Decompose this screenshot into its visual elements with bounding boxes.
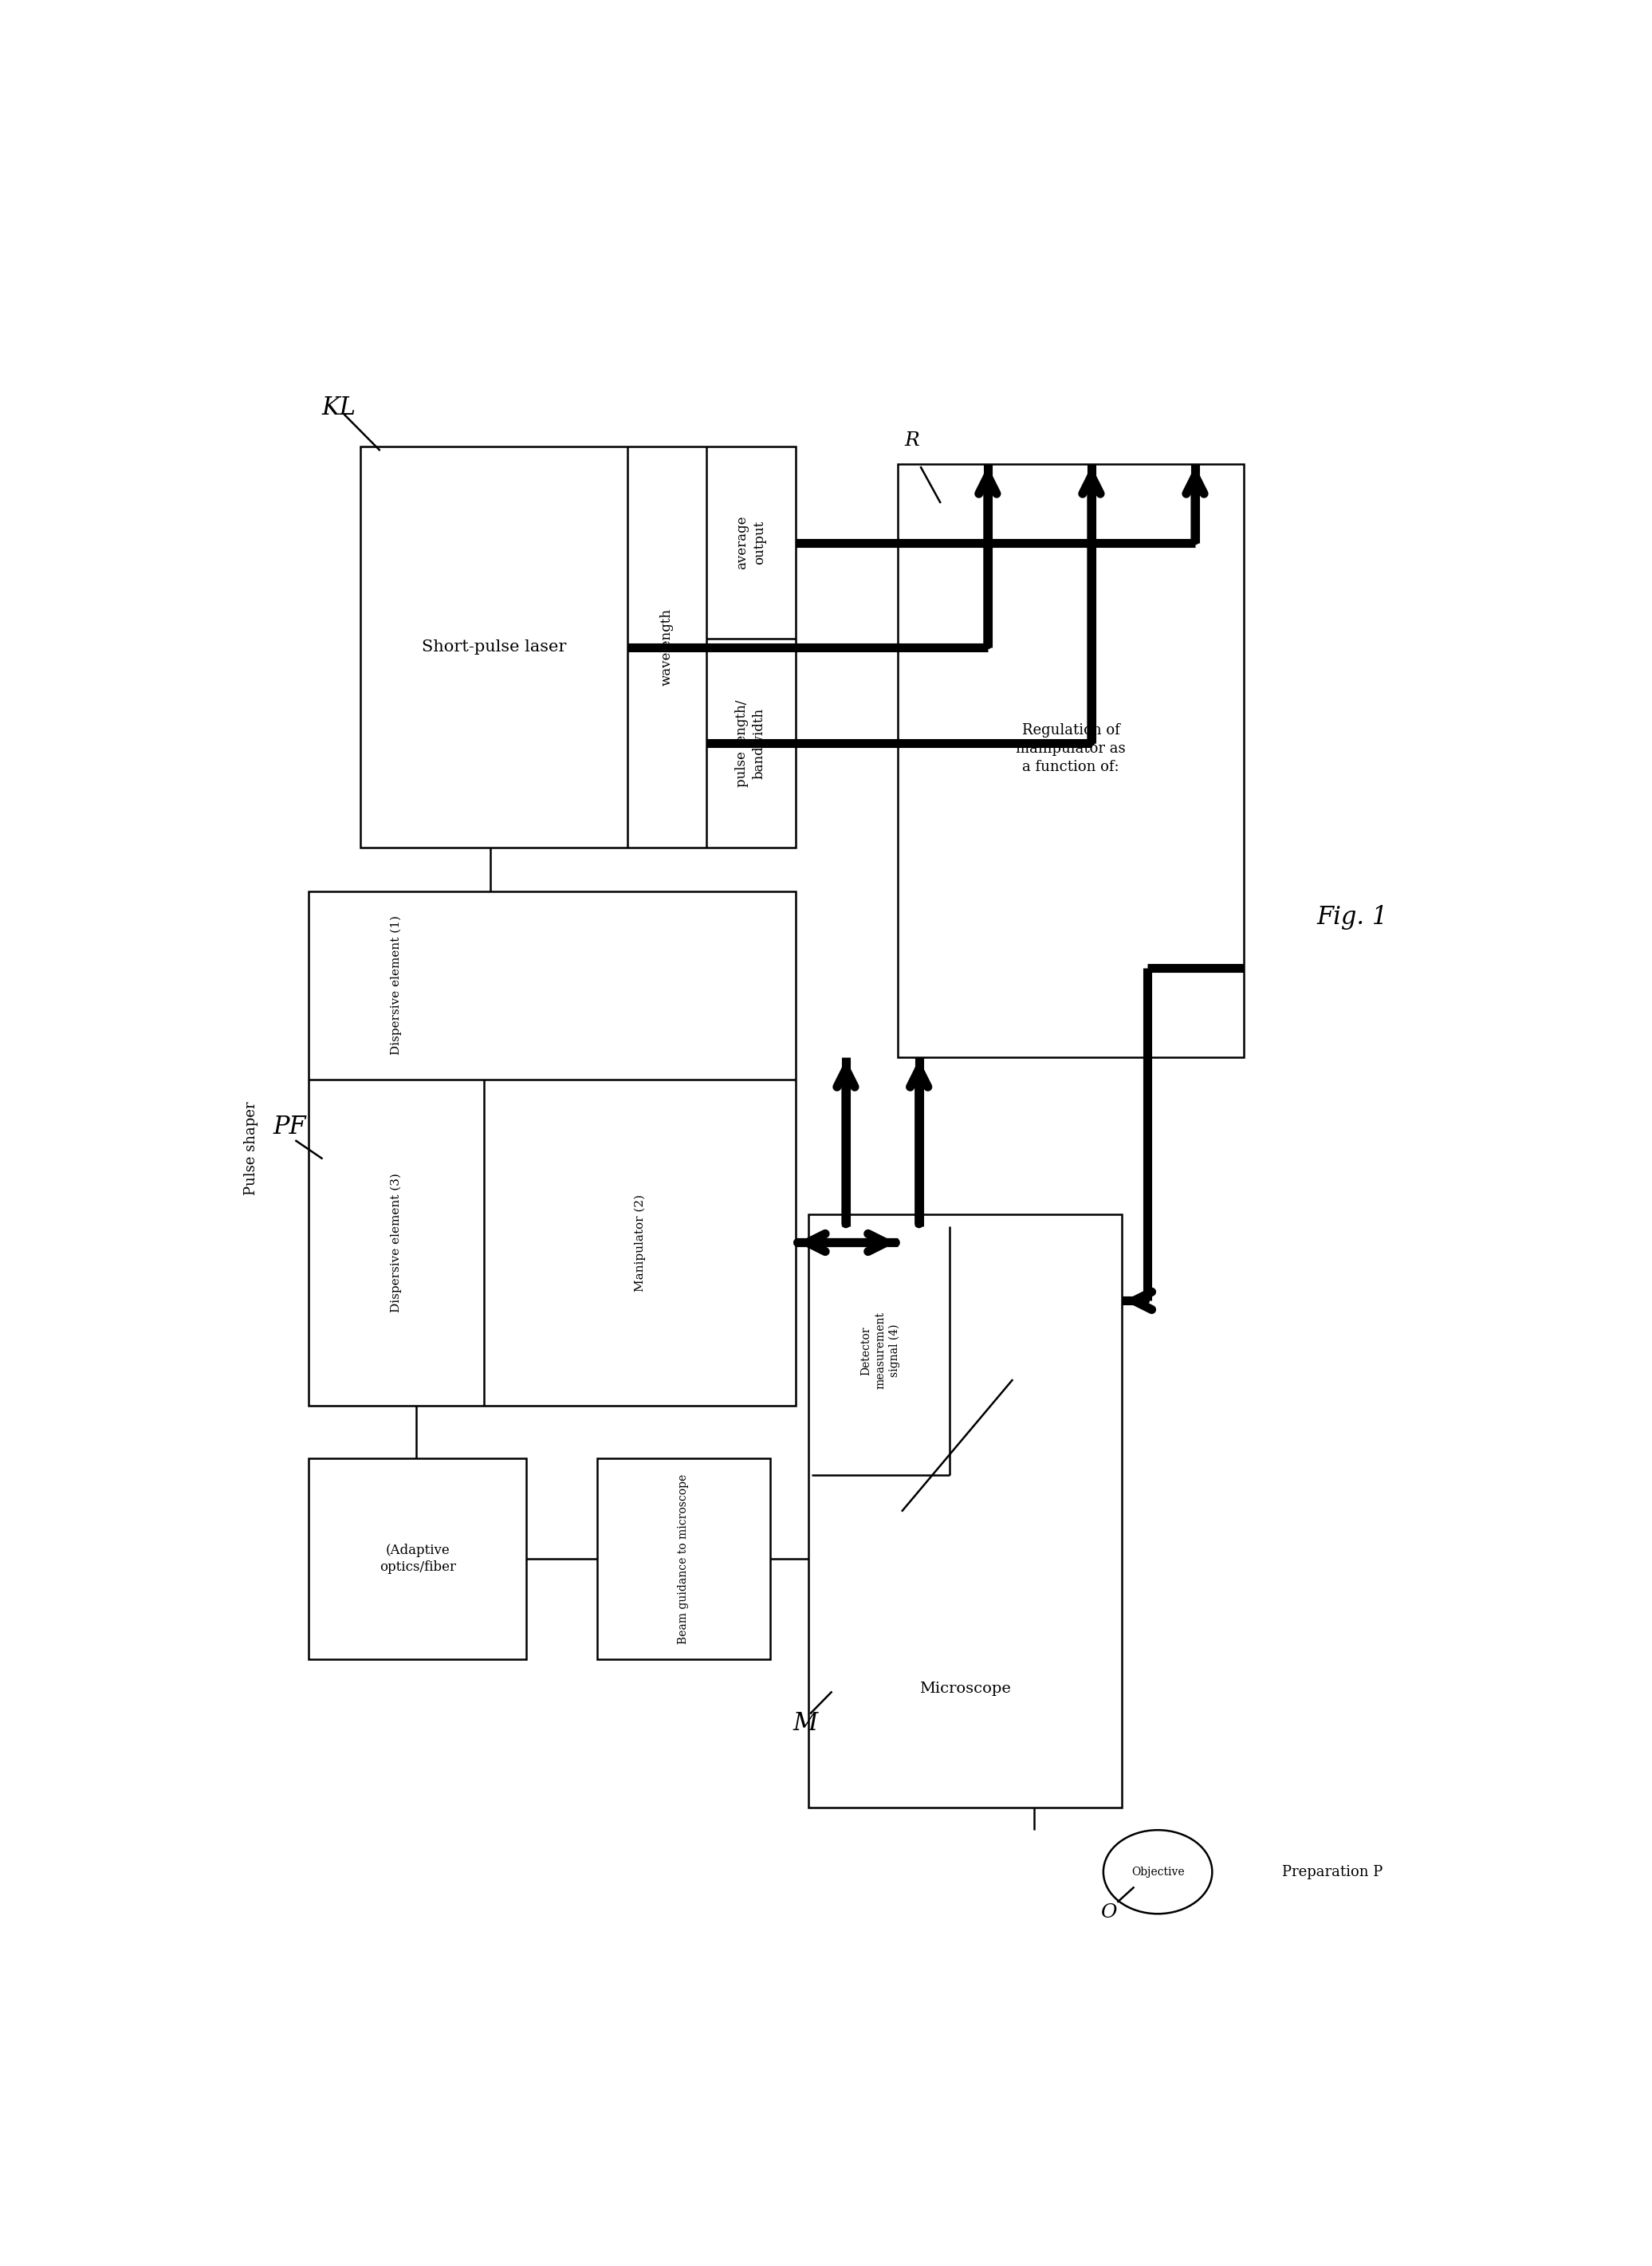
Text: O: O	[1100, 1903, 1117, 1922]
Text: Short-pulse laser: Short-pulse laser	[421, 639, 567, 655]
Bar	[808, 1215, 1122, 1808]
Text: Fig. 1: Fig. 1	[1317, 904, 1388, 929]
Text: Preparation P: Preparation P	[1282, 1865, 1383, 1879]
Text: Regulation of
manipulator as
a function of:: Regulation of manipulator as a function …	[1016, 723, 1125, 775]
Bar	[596, 1459, 770, 1659]
Text: Beam guidance to microscope: Beam guidance to microscope	[677, 1473, 689, 1643]
Bar	[360, 446, 796, 847]
Text: wavelength: wavelength	[661, 607, 674, 687]
Text: Microscope: Microscope	[919, 1681, 1011, 1695]
Text: Manipulator (2): Manipulator (2)	[634, 1194, 646, 1292]
Bar	[309, 1459, 527, 1659]
Text: Detector
measurement
signal (4): Detector measurement signal (4)	[861, 1312, 900, 1389]
Text: Objective: Objective	[1132, 1867, 1184, 1879]
Text: pulse length/
bandwidth: pulse length/ bandwidth	[735, 700, 767, 786]
Text: PF: PF	[273, 1115, 306, 1140]
Text: M: M	[793, 1711, 818, 1736]
Text: Dispersive element (1): Dispersive element (1)	[392, 915, 401, 1056]
Text: average
output: average output	[735, 517, 767, 569]
Text: Pulse shaper: Pulse shaper	[244, 1101, 258, 1196]
Text: (Adaptive
optics/fiber: (Adaptive optics/fiber	[380, 1543, 456, 1575]
Text: Dispersive element (3): Dispersive element (3)	[392, 1174, 401, 1312]
Ellipse shape	[1104, 1831, 1213, 1915]
Text: R: R	[904, 431, 919, 451]
Text: KL: KL	[322, 397, 357, 421]
Bar	[309, 891, 796, 1405]
Bar	[899, 465, 1244, 1056]
